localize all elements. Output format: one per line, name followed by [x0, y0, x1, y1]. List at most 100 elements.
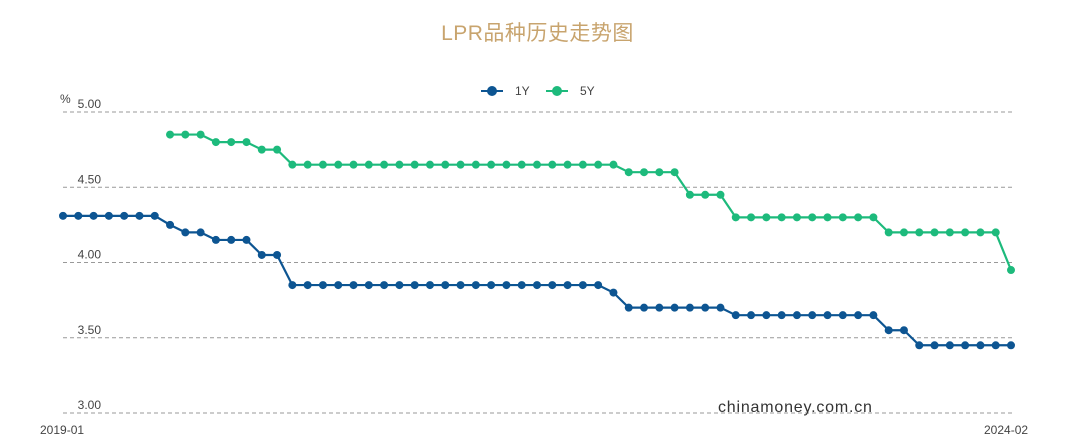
data-point-5y[interactable] — [594, 160, 603, 169]
data-point-1y[interactable] — [104, 211, 113, 220]
data-point-5y[interactable] — [578, 160, 587, 169]
data-point-1y[interactable] — [441, 281, 450, 290]
data-point-5y[interactable] — [823, 213, 832, 222]
data-point-1y[interactable] — [838, 311, 847, 320]
data-point-1y[interactable] — [808, 311, 817, 320]
data-point-5y[interactable] — [945, 228, 954, 237]
data-point-1y[interactable] — [59, 211, 67, 220]
data-point-1y[interactable] — [425, 281, 434, 290]
data-point-5y[interactable] — [976, 228, 985, 237]
data-point-1y[interactable] — [884, 326, 893, 335]
data-point-5y[interactable] — [533, 160, 541, 169]
data-point-1y[interactable] — [624, 303, 633, 312]
data-point-5y[interactable] — [915, 228, 924, 237]
data-point-5y[interactable] — [441, 160, 450, 169]
data-point-1y[interactable] — [502, 281, 511, 290]
data-point-1y[interactable] — [135, 211, 144, 220]
data-point-5y[interactable] — [854, 213, 863, 222]
data-point-1y[interactable] — [762, 311, 771, 320]
data-point-5y[interactable] — [334, 160, 343, 169]
data-point-1y[interactable] — [701, 303, 710, 312]
data-point-1y[interactable] — [334, 281, 343, 290]
data-point-1y[interactable] — [120, 211, 129, 220]
data-point-5y[interactable] — [257, 145, 266, 154]
data-point-5y[interactable] — [211, 138, 220, 147]
data-point-1y[interactable] — [548, 281, 557, 290]
data-point-1y[interactable] — [640, 303, 649, 312]
data-point-5y[interactable] — [303, 160, 312, 169]
data-point-5y[interactable] — [838, 213, 847, 222]
data-point-1y[interactable] — [380, 281, 389, 290]
data-point-1y[interactable] — [533, 281, 541, 290]
data-point-1y[interactable] — [196, 228, 205, 237]
data-point-1y[interactable] — [670, 303, 679, 312]
data-point-5y[interactable] — [273, 145, 282, 154]
data-point-5y[interactable] — [349, 160, 358, 169]
data-point-1y[interactable] — [823, 311, 832, 320]
data-point-5y[interactable] — [196, 130, 205, 139]
data-point-1y[interactable] — [976, 341, 985, 350]
data-point-5y[interactable] — [961, 228, 970, 237]
data-point-1y[interactable] — [150, 211, 159, 220]
data-point-1y[interactable] — [364, 281, 373, 290]
data-point-5y[interactable] — [425, 160, 434, 169]
data-point-1y[interactable] — [456, 281, 465, 290]
data-point-1y[interactable] — [487, 281, 496, 290]
data-point-1y[interactable] — [318, 281, 327, 290]
data-point-1y[interactable] — [854, 311, 863, 320]
data-point-5y[interactable] — [410, 160, 419, 169]
data-point-1y[interactable] — [930, 341, 939, 350]
data-point-1y[interactable] — [517, 281, 526, 290]
data-point-5y[interactable] — [655, 168, 664, 177]
legend-item-1y[interactable]: 1Y — [481, 84, 530, 98]
legend[interactable]: 1Y 5Y — [481, 84, 595, 98]
data-point-5y[interactable] — [609, 160, 618, 169]
data-point-1y[interactable] — [609, 288, 618, 297]
data-point-1y[interactable] — [731, 311, 740, 320]
data-point-5y[interactable] — [471, 160, 480, 169]
data-point-5y[interactable] — [670, 168, 679, 177]
data-point-5y[interactable] — [318, 160, 327, 169]
data-point-1y[interactable] — [242, 235, 251, 244]
data-point-1y[interactable] — [869, 311, 878, 320]
data-point-5y[interactable] — [731, 213, 740, 222]
legend-item-5y[interactable]: 5Y — [546, 84, 595, 98]
data-point-5y[interactable] — [288, 160, 297, 169]
data-point-5y[interactable] — [242, 138, 251, 147]
data-point-1y[interactable] — [945, 341, 954, 350]
data-point-1y[interactable] — [166, 220, 175, 229]
data-point-1y[interactable] — [349, 281, 358, 290]
data-point-5y[interactable] — [930, 228, 939, 237]
data-point-5y[interactable] — [166, 130, 175, 139]
data-point-1y[interactable] — [961, 341, 970, 350]
data-point-5y[interactable] — [884, 228, 893, 237]
data-point-1y[interactable] — [563, 281, 572, 290]
data-point-1y[interactable] — [991, 341, 1000, 350]
data-point-1y[interactable] — [89, 211, 98, 220]
data-point-1y[interactable] — [1007, 341, 1015, 350]
data-point-1y[interactable] — [471, 281, 480, 290]
data-point-1y[interactable] — [685, 303, 694, 312]
data-point-1y[interactable] — [74, 211, 83, 220]
data-point-1y[interactable] — [777, 311, 786, 320]
data-point-5y[interactable] — [227, 138, 236, 147]
data-point-1y[interactable] — [273, 250, 282, 259]
data-point-5y[interactable] — [624, 168, 633, 177]
data-point-1y[interactable] — [227, 235, 236, 244]
data-point-5y[interactable] — [181, 130, 190, 139]
data-point-5y[interactable] — [364, 160, 373, 169]
data-point-1y[interactable] — [303, 281, 312, 290]
data-point-1y[interactable] — [716, 303, 725, 312]
data-point-5y[interactable] — [762, 213, 771, 222]
data-point-5y[interactable] — [563, 160, 572, 169]
data-point-5y[interactable] — [747, 213, 756, 222]
data-point-5y[interactable] — [380, 160, 389, 169]
data-point-5y[interactable] — [517, 160, 526, 169]
data-point-5y[interactable] — [792, 213, 801, 222]
data-point-1y[interactable] — [915, 341, 924, 350]
data-point-5y[interactable] — [487, 160, 496, 169]
data-point-5y[interactable] — [395, 160, 404, 169]
data-point-1y[interactable] — [181, 228, 190, 237]
data-point-1y[interactable] — [747, 311, 756, 320]
data-point-1y[interactable] — [655, 303, 664, 312]
